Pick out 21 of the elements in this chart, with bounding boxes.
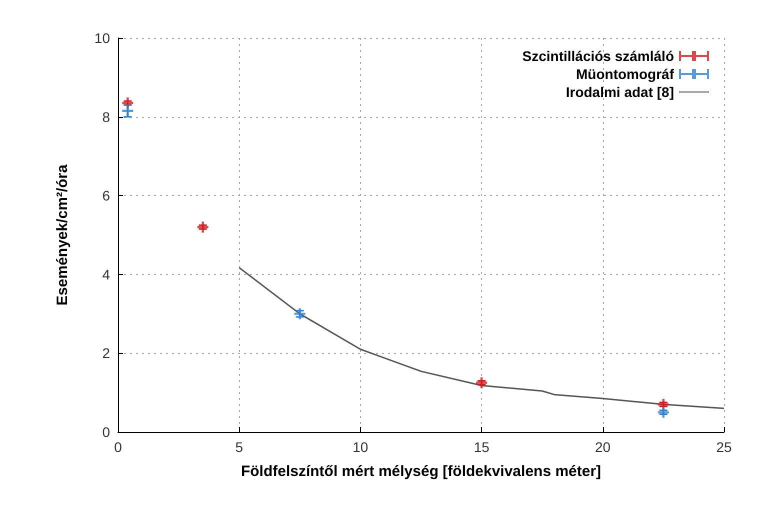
line-series: [238, 266, 725, 410]
y-tick-label: 0: [102, 424, 110, 440]
legend-label: Müontomográf: [576, 66, 674, 82]
x-tick-label: 25: [716, 439, 732, 455]
legend-label: Irodalmi adat [8]: [566, 84, 674, 100]
y-tick-label: 8: [102, 108, 110, 125]
x-tick-label: 0: [114, 439, 122, 455]
legend-label: Szcintillációs számláló: [522, 48, 674, 64]
x-axis-title: Földfelszíntől mért mélység [földekvivalens méter]: [240, 463, 602, 480]
point: [476, 377, 488, 388]
x-tick-label: 15: [474, 439, 490, 455]
point: [197, 222, 208, 233]
y-tick-label: 6: [102, 188, 110, 204]
x-tick-label: 20: [595, 439, 611, 455]
y-tick-label: 2: [102, 345, 110, 362]
y-tick-label: 10: [94, 30, 110, 46]
y-axis-title: Események/cm²/óra: [54, 164, 71, 306]
x-tick-label: 10: [352, 439, 368, 455]
y-tick-label: 4: [102, 266, 110, 282]
point: [658, 406, 669, 418]
x-tick-label: 5: [235, 439, 244, 455]
